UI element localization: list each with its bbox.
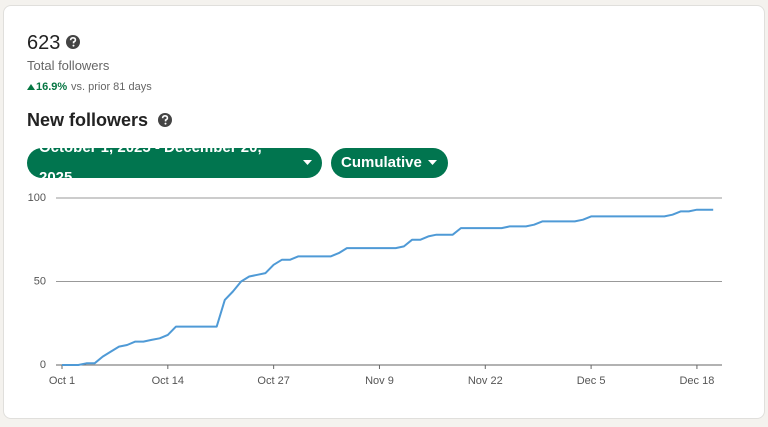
date-range: October 1, 2025 - December 20, 2025 <box>39 139 262 186</box>
help-icon[interactable] <box>65 34 81 50</box>
date-range-button[interactable]: October 1, 2025 - December 20, 2025 <box>27 139 322 186</box>
x-tick-label: Nov 22 <box>468 375 503 387</box>
change-note: vs. prior 81 days <box>71 81 152 93</box>
y-tick-label: 50 <box>34 275 46 287</box>
change: 16.9% <box>36 81 68 93</box>
y-tick-label: 100 <box>28 192 46 204</box>
section-title: New followers <box>27 110 149 130</box>
caret <box>303 160 312 165</box>
up-arrow <box>27 84 35 90</box>
y-tick-label: 0 <box>40 359 46 371</box>
x-tick-label: Dec 5 <box>577 375 606 387</box>
x-tick-label: Oct 14 <box>152 375 184 387</box>
total-label: Total followers <box>27 58 110 73</box>
card: 623 Total followers 16.9% vs. prior 81 d… <box>3 5 765 419</box>
caret <box>427 160 437 165</box>
mode-button[interactable]: Cumulative <box>331 148 448 178</box>
x-tick-label: Oct 27 <box>257 375 289 387</box>
x-tick-label: Nov 9 <box>365 375 394 387</box>
total: 623 <box>27 32 61 54</box>
line <box>62 208 714 366</box>
x-tick-label: Oct 1 <box>49 375 75 387</box>
mode: Cumulative <box>341 154 422 171</box>
x-tick-label: Dec 18 <box>679 375 714 387</box>
help-icon[interactable] <box>157 112 173 128</box>
